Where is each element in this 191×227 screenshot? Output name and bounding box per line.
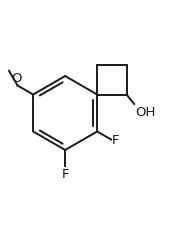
Text: F: F bbox=[112, 133, 120, 146]
Text: F: F bbox=[62, 167, 69, 180]
Text: O: O bbox=[11, 72, 22, 85]
Text: OH: OH bbox=[135, 106, 155, 118]
